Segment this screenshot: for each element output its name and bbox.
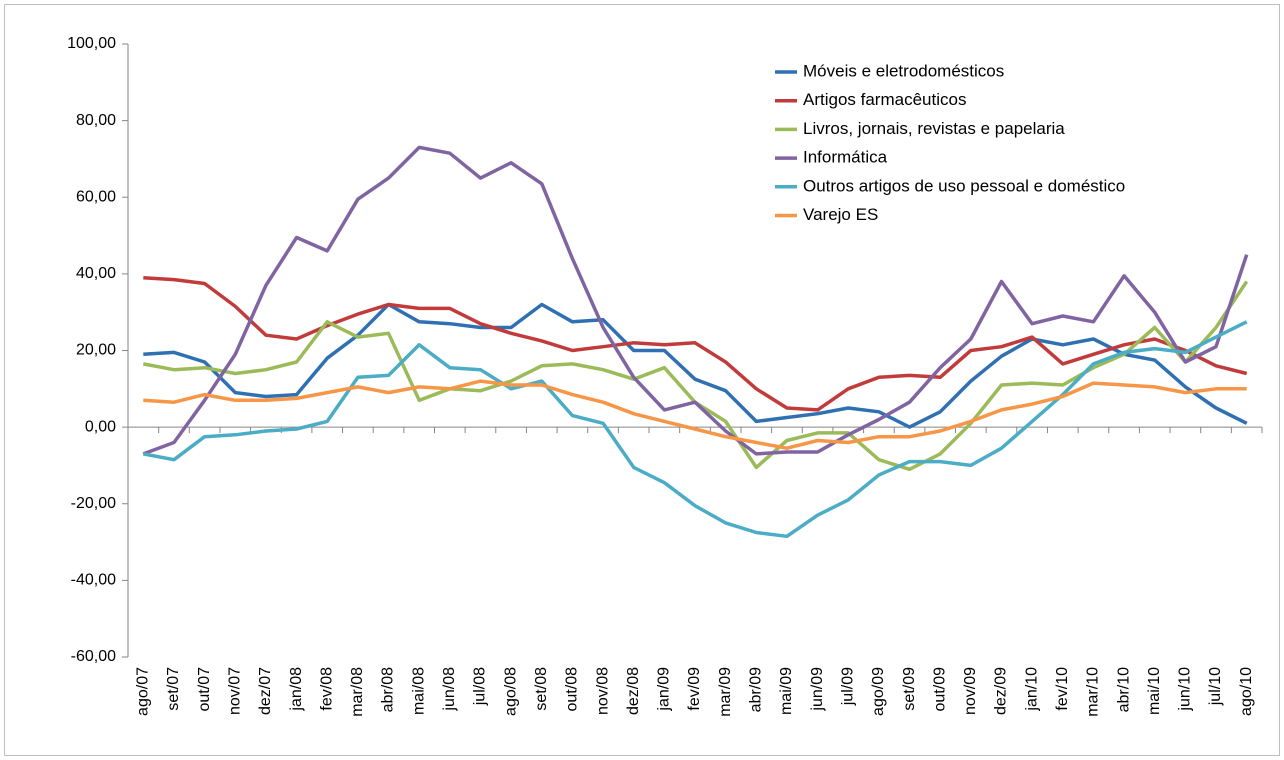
x-tick-label: jul/10 <box>1207 667 1224 706</box>
x-tick-label: mai/08 <box>410 667 427 715</box>
x-tick-label: fev/10 <box>1054 667 1071 711</box>
x-tick-label: dez/09 <box>993 667 1010 715</box>
x-tick-label: jan/09 <box>656 667 673 712</box>
y-tick-label: 60,00 <box>76 188 116 205</box>
x-tick-label: ago/08 <box>502 667 519 716</box>
y-tick-label: 80,00 <box>76 112 116 129</box>
series-line <box>143 275 1248 412</box>
x-tick-label: jun/10 <box>1177 667 1194 712</box>
legend-label: Artigos farmacêuticos <box>803 90 966 109</box>
y-tick-label: -20,00 <box>71 495 116 512</box>
x-tick-label: mai/09 <box>778 667 795 715</box>
x-tick-label: out/09 <box>931 667 948 712</box>
x-tick-label: out/08 <box>564 667 581 712</box>
x-tick-label: jul/08 <box>472 667 489 706</box>
x-tick-label: mai/10 <box>1146 667 1163 715</box>
series-line <box>143 379 1247 450</box>
y-tick-label: -40,00 <box>71 572 116 589</box>
series-line <box>143 302 1248 429</box>
legend-label: Outros artigos de uso pessoal e doméstic… <box>803 176 1125 195</box>
x-tick-label: fev/09 <box>686 667 703 711</box>
x-tick-label: ago/10 <box>1238 667 1255 716</box>
x-tick-label: nov/08 <box>594 667 611 715</box>
x-tick-label: mar/10 <box>1085 667 1102 717</box>
x-tick-label: mar/08 <box>349 667 366 717</box>
x-tick-label: jan/10 <box>1023 667 1040 712</box>
x-tick-label: fev/08 <box>318 667 335 711</box>
x-tick-label: jul/09 <box>839 667 856 706</box>
y-tick-label: 20,00 <box>76 342 116 359</box>
x-tick-label: abr/09 <box>748 667 765 712</box>
legend-label: Livros, jornais, revistas e papelaria <box>803 119 1065 138</box>
legend-label: Varejo ES <box>803 205 878 224</box>
legend-label: Móveis e eletrodomésticos <box>803 61 1004 80</box>
x-tick-label: ago/07 <box>135 667 152 716</box>
x-tick-label: abr/10 <box>1115 667 1132 712</box>
y-tick-label: 0,00 <box>85 418 116 435</box>
x-tick-label: set/07 <box>165 667 182 711</box>
chart-border <box>4 4 1280 756</box>
x-tick-label: set/08 <box>533 667 550 711</box>
y-tick-label: -60,00 <box>71 648 116 665</box>
x-tick-label: ago/09 <box>870 667 887 716</box>
x-tick-label: set/09 <box>901 667 918 711</box>
x-tick-label: jun/08 <box>441 667 458 712</box>
series-line <box>142 145 1249 456</box>
y-tick-label: 40,00 <box>76 265 116 282</box>
x-tick-label: abr/08 <box>380 667 397 712</box>
x-tick-label: nov/07 <box>226 667 243 715</box>
x-tick-label: dez/07 <box>257 667 274 715</box>
x-tick-label: dez/08 <box>625 667 642 715</box>
x-tick-label: jan/08 <box>288 667 305 712</box>
x-tick-label: jun/09 <box>809 667 826 712</box>
legend-label: Informática <box>803 148 888 167</box>
x-tick-label: nov/09 <box>962 667 979 715</box>
x-tick-label: out/07 <box>196 667 213 712</box>
x-tick-label: mar/09 <box>717 667 734 717</box>
y-tick-label: 100,00 <box>67 35 116 52</box>
